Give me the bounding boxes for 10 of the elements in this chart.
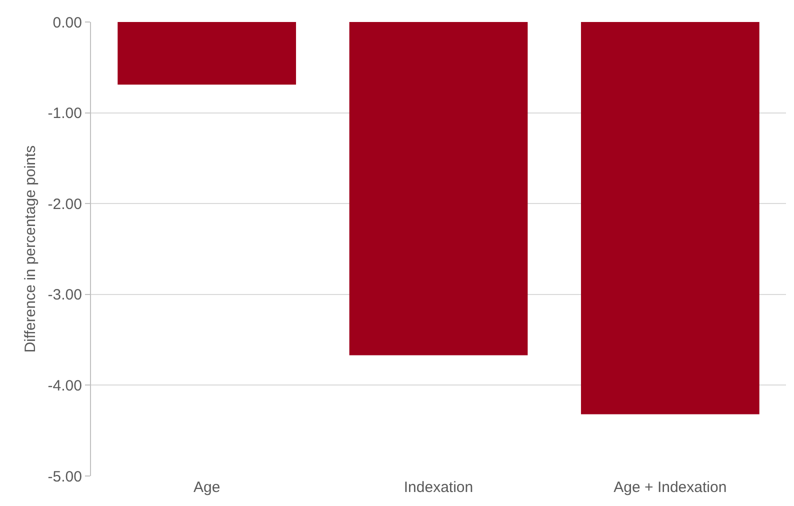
- y-tick-label: -3.00: [48, 286, 82, 304]
- x-tick-label: Age: [193, 479, 220, 496]
- x-tick-label: Indexation: [404, 479, 474, 496]
- y-tick-label: -5.00: [48, 468, 82, 486]
- y-tick-label: -2.00: [48, 196, 82, 213]
- y-tick-label: -4.00: [48, 377, 82, 394]
- x-tick-label: Age + Indexation: [614, 479, 727, 496]
- y-tick-label: 0.00: [52, 14, 82, 32]
- y-tick-label: -1.00: [48, 105, 82, 122]
- y-axis-title: Difference in percentage points: [22, 145, 40, 353]
